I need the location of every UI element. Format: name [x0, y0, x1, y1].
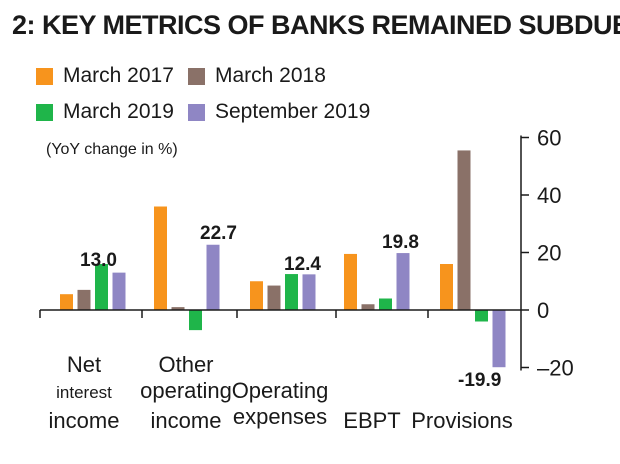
legend-label-march-2019: March 2019: [63, 100, 174, 123]
y-tick-label: 60: [537, 126, 561, 151]
bar-march-2019-3: [285, 274, 298, 310]
data-label: 13.0: [80, 250, 117, 271]
bar-march-2018-2: [171, 307, 185, 310]
category-label: EBPT: [343, 408, 400, 433]
legend-item-march-2017: March 2017: [36, 64, 174, 88]
bar-march-2018-4: [361, 304, 375, 310]
bar-september-2019-4: [396, 253, 410, 310]
bar-march-2019-1: [95, 264, 108, 310]
bar-march-2018-5: [457, 150, 471, 310]
bar-september-2019-2: [206, 244, 220, 310]
bar-march-2019-5: [475, 310, 488, 322]
y-tick-label: 20: [537, 241, 561, 266]
category-label: interest: [56, 383, 112, 402]
bar-september-2019-5: [492, 310, 506, 368]
category-label: income: [151, 408, 222, 433]
data-label: 19.8: [382, 232, 419, 253]
bar-september-2019-1: [112, 272, 126, 310]
legend-swatch-september-2019: [188, 103, 205, 121]
category-label: income: [49, 408, 120, 433]
y-tick-label: –20: [537, 356, 574, 381]
data-label: 12.4: [284, 254, 321, 275]
legend-item-september-2019: September 2019: [188, 100, 370, 124]
legend-swatch-march-2017: [36, 67, 53, 85]
category-label: Provisions: [411, 408, 512, 433]
legend-item-march-2019: March 2019: [36, 100, 174, 124]
bar-march-2017-2: [154, 206, 167, 310]
category-label: Operating: [232, 378, 329, 403]
legend-label-march-2018: March 2018: [215, 64, 326, 87]
data-label: 22.7: [200, 223, 237, 244]
data-label: -19.9: [458, 370, 501, 391]
bar-march-2018-1: [77, 289, 91, 310]
bar-march-2017-1: [60, 294, 73, 310]
bar-march-2019-4: [379, 298, 392, 310]
legend-label-march-2017: March 2017: [63, 64, 174, 87]
bar-march-2019-2: [189, 310, 202, 331]
legend-label-september-2019: September 2019: [215, 100, 371, 123]
legend-item-march-2018: March 2018: [188, 64, 326, 88]
chart-title: 2: KEY METRICS OF BANKS REMAINED SUBDUED: [12, 10, 620, 40]
category-label: expenses: [233, 404, 327, 429]
bar-march-2018-3: [267, 285, 281, 310]
category-label: Net: [67, 352, 101, 377]
category-label: Other: [158, 352, 213, 377]
legend-swatch-march-2018: [188, 67, 205, 85]
legend-swatch-march-2019: [36, 103, 53, 121]
y-tick-label: 40: [537, 183, 561, 208]
y-tick-label: 0: [537, 298, 549, 323]
bar-march-2017-3: [250, 281, 263, 310]
unit-label: (YoY change in %): [46, 141, 178, 158]
bar-september-2019-3: [302, 274, 316, 310]
bar-march-2017-4: [344, 253, 357, 310]
bar-march-2017-5: [440, 264, 453, 310]
category-label: operating: [140, 378, 232, 403]
